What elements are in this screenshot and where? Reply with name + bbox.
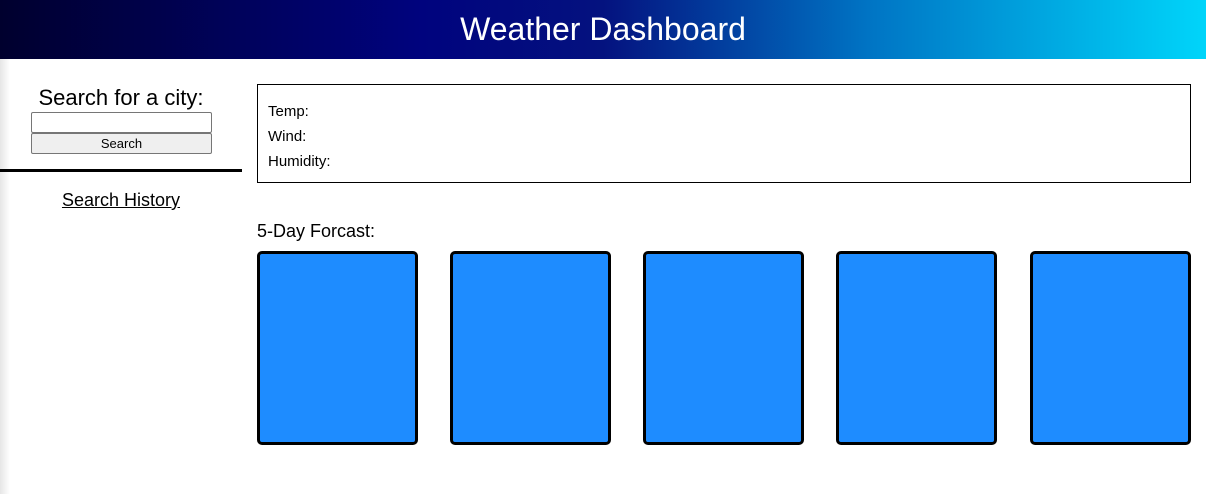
current-weather-panel: Temp: Wind: Humidity:: [257, 84, 1191, 183]
forecast-card-1: [257, 251, 418, 445]
forecast-card-4: [836, 251, 997, 445]
city-search-input[interactable]: [31, 112, 212, 133]
page-header: Weather Dashboard: [0, 0, 1206, 59]
page-title: Weather Dashboard: [460, 11, 746, 47]
search-button[interactable]: Search: [31, 133, 212, 154]
sidebar-divider: [0, 169, 242, 172]
left-shadow-edge: [0, 59, 10, 494]
humidity-label: Humidity:: [268, 153, 331, 170]
sidebar: Search for a city: Search Search History: [0, 59, 242, 494]
search-label: Search for a city:: [38, 85, 204, 110]
temp-label: Temp:: [268, 103, 309, 120]
forecast-card-2: [450, 251, 611, 445]
search-history-link[interactable]: Search History: [61, 190, 181, 210]
forecast-title: 5-Day Forcast:: [257, 221, 376, 241]
forecast-card-5: [1030, 251, 1191, 445]
wind-label: Wind:: [268, 128, 307, 145]
forecast-card-3: [643, 251, 804, 445]
